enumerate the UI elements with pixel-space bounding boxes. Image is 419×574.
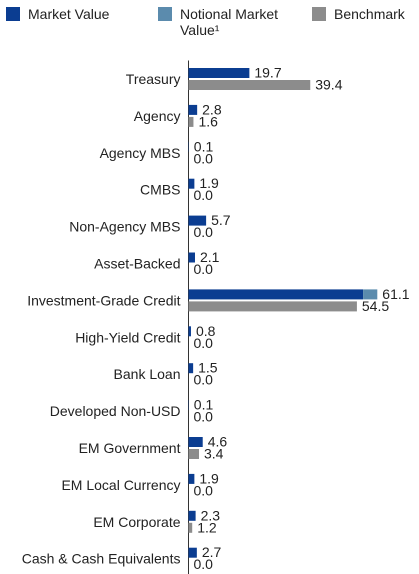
data-label-portfolio-treasury: 19.7: [254, 65, 281, 81]
bar-market-value-em-corporate: [188, 510, 196, 521]
data-label-benchmark-non-agency-mbs: 0.0: [194, 224, 214, 240]
data-label-benchmark-cash-cash-equivalents: 0.0: [194, 556, 214, 572]
data-label-benchmark-high-yield-credit: 0.0: [194, 335, 214, 351]
data-label-portfolio-agency-mbs: 0.1: [194, 138, 214, 154]
category-label-bank-loan: Bank Loan: [114, 366, 181, 382]
legend-item-market-value: Market Value: [6, 6, 109, 22]
bar-benchmark-treasury: [188, 80, 311, 90]
data-label-benchmark-cmbs: 0.0: [194, 187, 214, 203]
legend-item-notional-market-value: Notional Market Value¹: [158, 6, 308, 38]
legend-item-benchmark: Benchmark: [312, 6, 405, 22]
data-label-benchmark-em-local-currency: 0.0: [194, 482, 214, 498]
category-label-em-government: EM Government: [79, 440, 181, 456]
category-label-developed-non-usd: Developed Non-USD: [50, 403, 181, 419]
data-label-portfolio-non-agency-mbs: 5.7: [211, 212, 231, 228]
data-label-benchmark-developed-non-usd: 0.0: [194, 409, 214, 425]
bar-benchmark-agency: [188, 116, 194, 127]
data-label-portfolio-cash-cash-equivalents: 2.7: [202, 544, 222, 560]
data-label-portfolio-agency: 2.8: [202, 101, 222, 117]
category-label-investment-grade-credit: Investment-Grade Credit: [27, 292, 180, 308]
bar-market-value-asset-backed: [188, 252, 195, 263]
category-label-em-local-currency: EM Local Currency: [61, 477, 180, 493]
data-label-portfolio-bank-loan: 1.5: [198, 360, 218, 376]
bar-market-value-investment-grade-credit: [188, 289, 364, 300]
data-label-benchmark-asset-backed: 0.0: [194, 261, 214, 277]
bar-benchmark-investment-grade-credit: [188, 301, 357, 312]
bar-market-value-treasury: [188, 68, 250, 78]
data-label-portfolio-em-local-currency: 1.9: [199, 470, 219, 486]
category-label-high-yield-credit: High-Yield Credit: [75, 329, 180, 345]
category-label-treasury: Treasury: [126, 71, 181, 87]
data-label-benchmark-agency-mbs: 0.0: [194, 150, 214, 166]
data-label-portfolio-em-corporate: 2.3: [201, 507, 221, 523]
legend-label: Benchmark: [334, 6, 405, 22]
bar-market-value-em-local-currency: [188, 473, 195, 484]
bar-market-value-agency: [188, 104, 198, 115]
data-label-benchmark-em-government: 3.4: [204, 446, 224, 462]
bar-market-value-bank-loan: [188, 363, 194, 374]
category-label-cash-cash-equivalents: Cash & Cash Equivalents: [22, 551, 181, 567]
data-label-portfolio-high-yield-credit: 0.8: [196, 323, 216, 339]
legend-label: Market Value: [28, 6, 110, 22]
category-label-agency: Agency: [134, 108, 181, 124]
data-label-portfolio-developed-non-usd: 0.1: [194, 397, 214, 413]
legend-swatch-market-value: [6, 7, 20, 21]
data-label-benchmark-agency: 1.6: [198, 113, 218, 129]
data-label-portfolio-em-government: 4.6: [208, 434, 228, 450]
category-label-cmbs: CMBS: [140, 182, 180, 198]
legend-swatch-benchmark: [312, 7, 326, 21]
bar-notional-market-value-investment-grade-credit: [363, 289, 378, 300]
legend-swatch-notional: [158, 7, 172, 21]
bar-market-value-high-yield-credit: [188, 326, 191, 337]
category-label-asset-backed: Asset-Backed: [94, 256, 180, 272]
legend: Market Value Notional Market Value¹ Benc…: [0, 6, 419, 46]
data-label-benchmark-investment-grade-credit: 54.5: [362, 298, 389, 314]
category-label-em-corporate: EM Corporate: [93, 514, 180, 530]
bar-market-value-em-government: [188, 437, 203, 447]
bar-market-value-cmbs: [188, 178, 195, 189]
legend-label: Notional Market Value¹: [180, 6, 279, 38]
data-label-portfolio-cmbs: 1.9: [199, 175, 219, 191]
bar-market-value-non-agency-mbs: [188, 215, 207, 226]
category-label-agency-mbs: Agency MBS: [100, 145, 181, 161]
data-label-portfolio-asset-backed: 2.1: [200, 249, 220, 265]
bar-market-value-cash-cash-equivalents: [188, 547, 197, 558]
data-label-portfolio-investment-grade-credit: 61.1: [382, 286, 409, 302]
data-label-benchmark-bank-loan: 0.0: [194, 372, 214, 388]
data-label-benchmark-em-corporate: 1.2: [197, 519, 217, 535]
category-label-non-agency-mbs: Non-Agency MBS: [69, 219, 180, 235]
bar-benchmark-em-corporate: [188, 522, 193, 533]
data-label-benchmark-treasury: 39.4: [315, 77, 342, 93]
bar-benchmark-em-government: [188, 449, 200, 459]
